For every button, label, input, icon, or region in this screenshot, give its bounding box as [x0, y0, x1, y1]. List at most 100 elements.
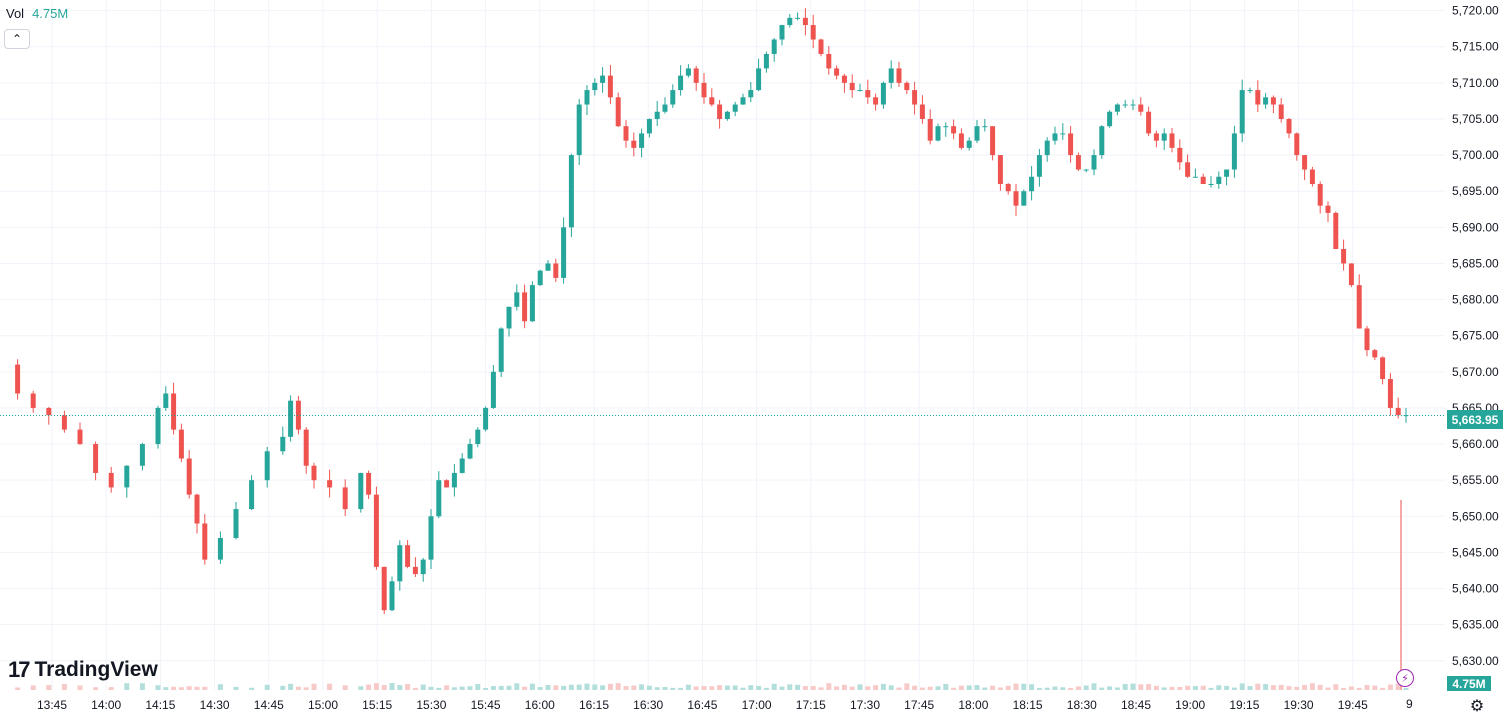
- volume-bar: [108, 687, 114, 690]
- candle-down: [1013, 191, 1019, 206]
- volume-bar: [163, 687, 169, 690]
- candle-up: [124, 465, 130, 488]
- volume-bar: [178, 687, 184, 690]
- candle-up: [857, 90, 863, 92]
- candle-up: [249, 480, 255, 510]
- x-tick-label: 16:00: [525, 698, 555, 712]
- candle-down: [709, 97, 715, 105]
- candle-down: [701, 82, 707, 98]
- candle-down: [623, 126, 629, 141]
- candle-down: [1169, 133, 1175, 148]
- candle-up: [1224, 169, 1230, 177]
- volume-bar: [795, 684, 801, 690]
- tradingview-logo[interactable]: 17 TradingView: [8, 657, 158, 683]
- candle-down: [412, 566, 418, 575]
- volume-bar: [670, 687, 676, 690]
- volume-bar: [1231, 687, 1237, 690]
- volume-bar: [1185, 685, 1191, 690]
- volume-bar: [1013, 683, 1019, 690]
- volume-bar: [139, 683, 145, 690]
- volume-bar: [373, 683, 379, 690]
- candle-up: [529, 285, 535, 322]
- candle-down: [1387, 379, 1393, 408]
- candle-up: [1208, 183, 1214, 185]
- x-tick-label: 15:15: [362, 698, 392, 712]
- candle-up: [685, 68, 691, 76]
- candle-up: [880, 82, 886, 105]
- volume-bar: [1161, 687, 1167, 690]
- candle-up: [1130, 104, 1136, 106]
- volume-bar: [1224, 685, 1230, 690]
- y-axis[interactable]: 5,630.00 5,635.00 5,640.00 5,645.00 5,650.00…: [1452, 4, 1499, 668]
- candle-up: [654, 111, 660, 119]
- volume-bar: [217, 684, 223, 690]
- candle-down: [171, 393, 177, 430]
- volume-bar: [857, 684, 863, 690]
- candle-down: [958, 133, 964, 148]
- candle-down: [865, 90, 871, 98]
- y-tick-label: 5,700.00: [1452, 148, 1499, 162]
- volume-bar: [810, 685, 816, 690]
- volume-bar: [561, 685, 567, 690]
- candle-up: [1099, 126, 1105, 156]
- volume-bar: [678, 687, 684, 690]
- volume-bar: [927, 686, 933, 690]
- volume-bar: [171, 686, 177, 690]
- candle-up: [288, 400, 294, 437]
- x-tick-label: 15:45: [471, 698, 501, 712]
- volume-bar: [280, 685, 286, 690]
- candle-down: [1364, 328, 1370, 351]
- candle-down: [896, 68, 902, 83]
- chart-grid: [0, 0, 1445, 690]
- gear-icon[interactable]: ⚙: [1469, 698, 1485, 715]
- x-tick-label: 17:30: [850, 698, 880, 712]
- y-tick-label: 5,695.00: [1452, 184, 1499, 198]
- volume-bar: [1130, 683, 1136, 690]
- volume-bar: [1395, 683, 1401, 690]
- volume-bar: [155, 685, 161, 690]
- x-tick-label: 17:00: [742, 698, 772, 712]
- volume-bar: [381, 685, 387, 690]
- y-tick-label: 5,715.00: [1452, 40, 1499, 54]
- volume-bar: [1341, 687, 1347, 690]
- volume-bar: [295, 686, 301, 690]
- volume-bar: [1060, 687, 1066, 690]
- candle-up: [561, 227, 567, 278]
- volume-bar: [1356, 687, 1362, 690]
- candle-up: [1247, 90, 1253, 92]
- x-tick-label: 17:15: [796, 698, 826, 712]
- candle-up: [1029, 176, 1035, 192]
- candle-down: [342, 487, 348, 510]
- candle-down: [927, 118, 933, 141]
- candle-up: [459, 458, 465, 473]
- volume-bar: [1348, 686, 1354, 690]
- candle-up: [506, 306, 512, 329]
- x-tick-label: 15:30: [416, 698, 446, 712]
- volume-bar: [685, 684, 691, 690]
- volume-bar: [405, 684, 411, 690]
- x-axis[interactable]: 13:45 14:00 14:15 14:30 14:45 15:00 15:15 15:30…: [37, 698, 1368, 712]
- lightning-icon[interactable]: ⚡: [1396, 669, 1414, 687]
- candle-down: [951, 126, 957, 134]
- candle-down: [1177, 147, 1183, 163]
- volume-bar: [1021, 683, 1027, 690]
- candle-up: [233, 509, 239, 538]
- volume-bar: [997, 687, 1003, 690]
- candle-up: [264, 451, 270, 481]
- volume-bar: [1208, 687, 1214, 690]
- volume-bar: [1302, 684, 1308, 690]
- volume-bar: [537, 687, 543, 690]
- chevron-up-icon[interactable]: ⌃: [4, 29, 30, 49]
- y-tick-label: 5,640.00: [1452, 582, 1499, 596]
- candle-down: [1309, 169, 1315, 184]
- candle-up: [1216, 176, 1222, 184]
- volume-bar: [841, 684, 847, 690]
- candle-up: [732, 104, 738, 112]
- candle-down: [919, 104, 925, 119]
- volume-bar: [1138, 684, 1144, 690]
- candle-up: [935, 126, 941, 141]
- volume-bar: [935, 686, 941, 690]
- candle-up: [155, 407, 161, 445]
- candle-up: [966, 140, 972, 148]
